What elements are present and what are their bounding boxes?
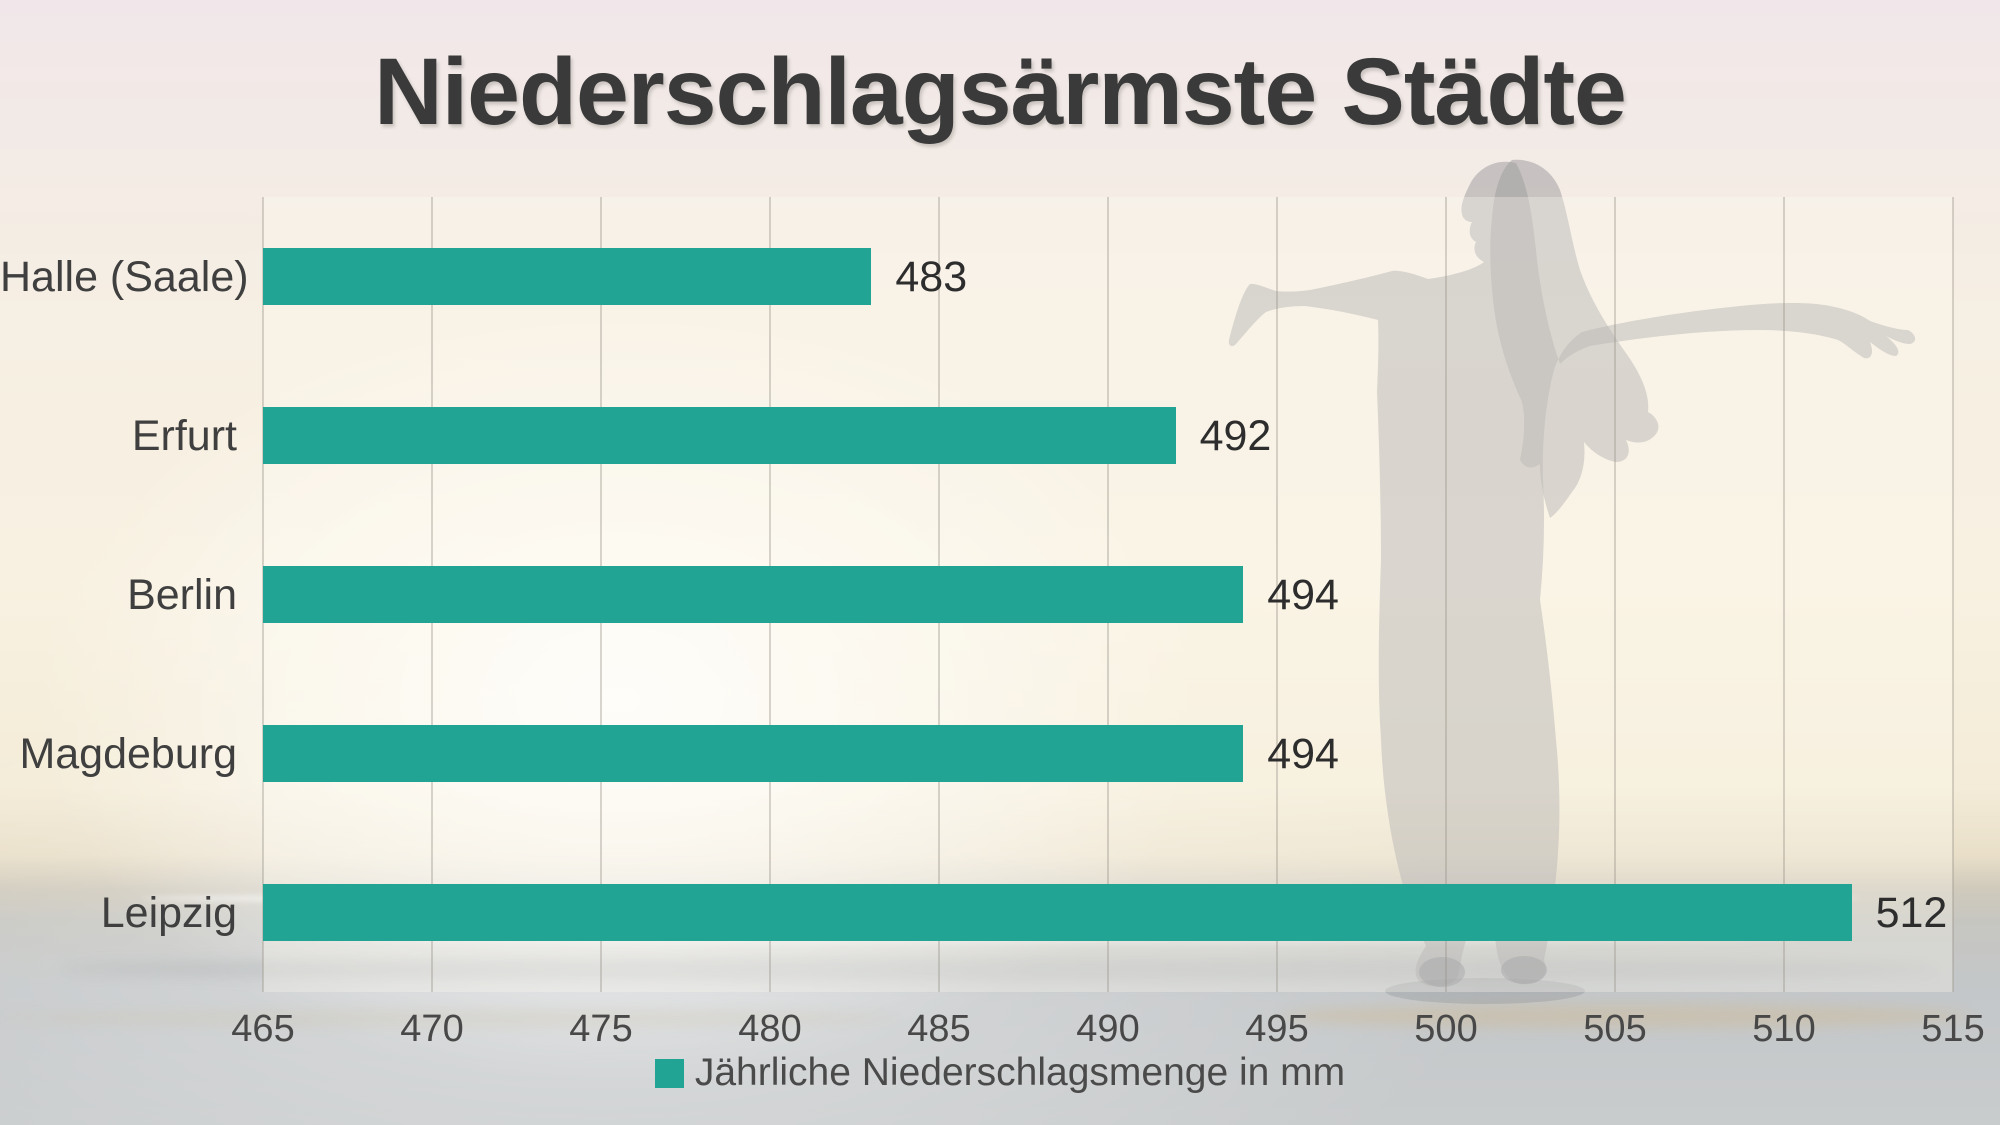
x-axis-tick-label: 495 <box>1245 1008 1309 1050</box>
sand-streak <box>0 1010 900 1026</box>
category-label: Berlin <box>127 570 237 619</box>
bar <box>263 566 1244 623</box>
value-label: 483 <box>895 252 968 301</box>
value-label: 494 <box>1267 570 1339 619</box>
bar <box>263 725 1244 782</box>
bar <box>263 248 872 305</box>
gridline <box>1952 197 1954 992</box>
bar <box>263 884 1852 941</box>
x-axis-tick-label: 505 <box>1583 1008 1647 1050</box>
bar <box>263 407 1176 464</box>
category-label: Leipzig <box>100 888 237 937</box>
x-axis-tick-label: 470 <box>400 1008 464 1050</box>
category-label: Magdeburg <box>19 729 237 778</box>
x-axis-tick-label: 475 <box>569 1008 633 1050</box>
x-axis-tick-label: 515 <box>1921 1008 1985 1050</box>
x-axis-tick-label: 500 <box>1414 1008 1478 1050</box>
value-label: 512 <box>1875 888 1948 937</box>
chart-title: Niederschlagsärmste Städte <box>374 39 1627 145</box>
gridline <box>1276 197 1278 992</box>
gridline <box>1445 197 1447 992</box>
legend-swatch-icon <box>654 1058 684 1088</box>
x-axis-tick-label: 485 <box>907 1008 971 1050</box>
x-axis-tick-label: 490 <box>1076 1008 1140 1050</box>
value-label: 494 <box>1267 729 1339 778</box>
sand-streak <box>1280 1004 1970 1028</box>
wave-shadow <box>60 956 1940 982</box>
x-axis-tick-label: 465 <box>231 1008 295 1050</box>
value-label: 492 <box>1199 411 1272 460</box>
category-label: Halle (Saale) <box>0 252 249 301</box>
legend-label: Jährliche Niederschlagsmenge in mm <box>694 1051 1346 1094</box>
gridline <box>1614 197 1616 992</box>
x-axis-tick-label: 480 <box>738 1008 802 1050</box>
gridline <box>1783 197 1785 992</box>
legend: Jährliche Niederschlagsmenge in mm <box>0 1051 2000 1095</box>
x-axis-tick-label: 510 <box>1752 1008 1816 1050</box>
woman-silhouette-image <box>1228 159 1916 1004</box>
category-label: Erfurt <box>131 411 237 460</box>
